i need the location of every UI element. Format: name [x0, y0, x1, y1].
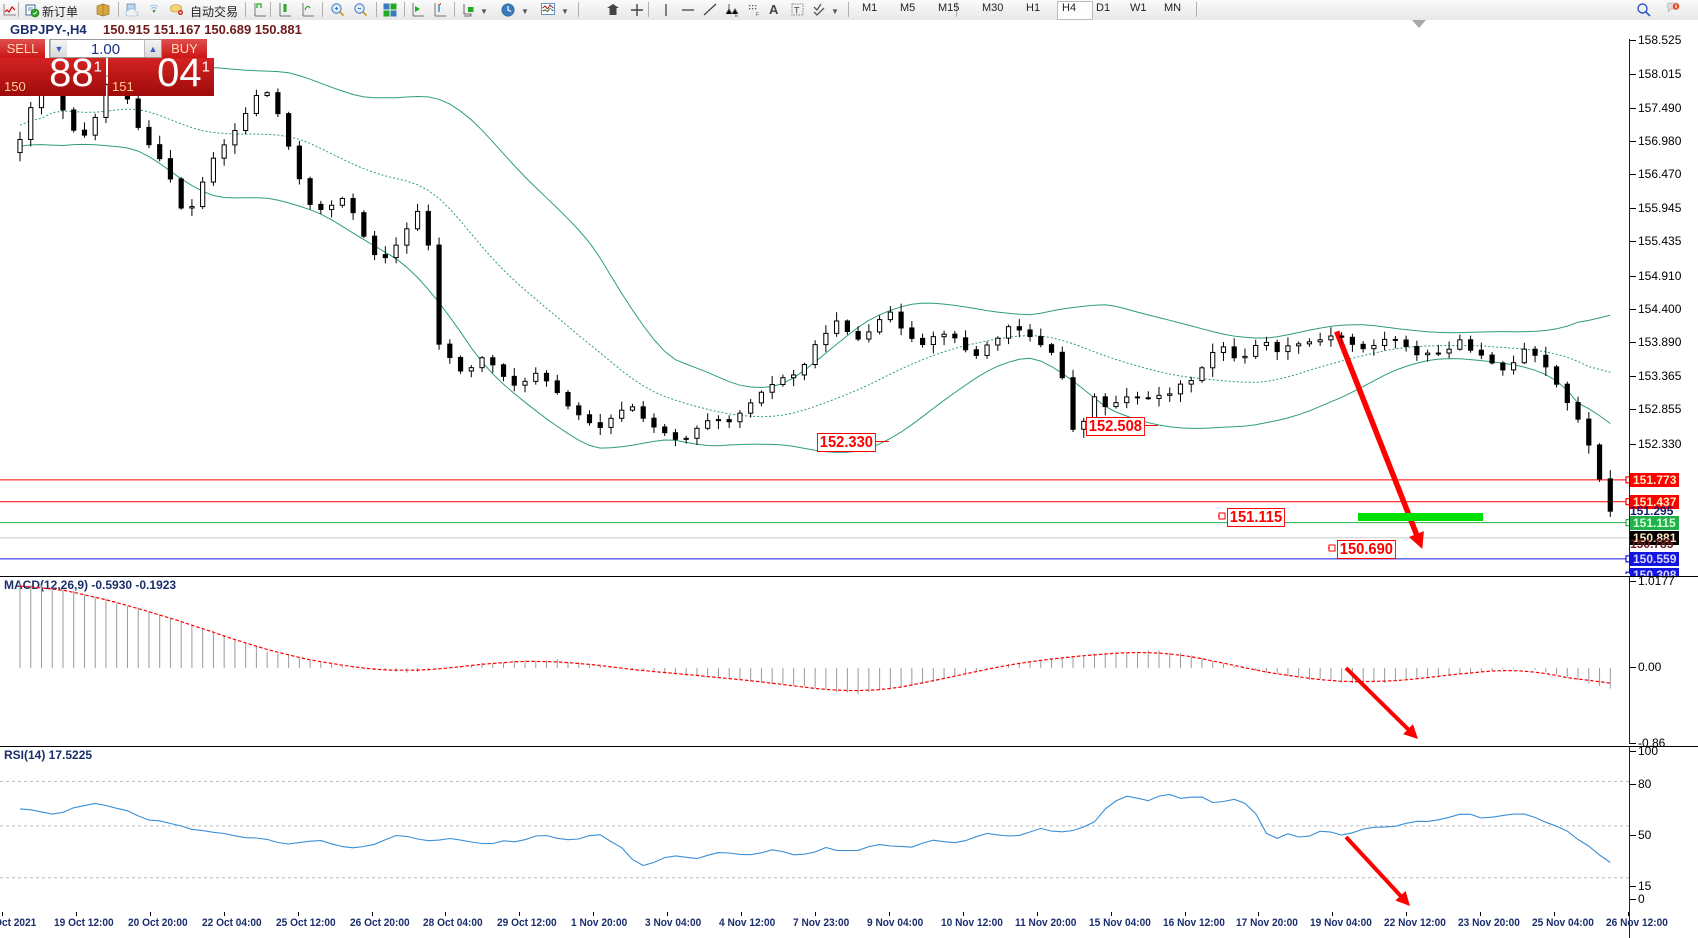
- svg-text:F: F: [756, 12, 759, 18]
- svg-text:A: A: [769, 2, 779, 17]
- svg-text:T: T: [794, 6, 800, 16]
